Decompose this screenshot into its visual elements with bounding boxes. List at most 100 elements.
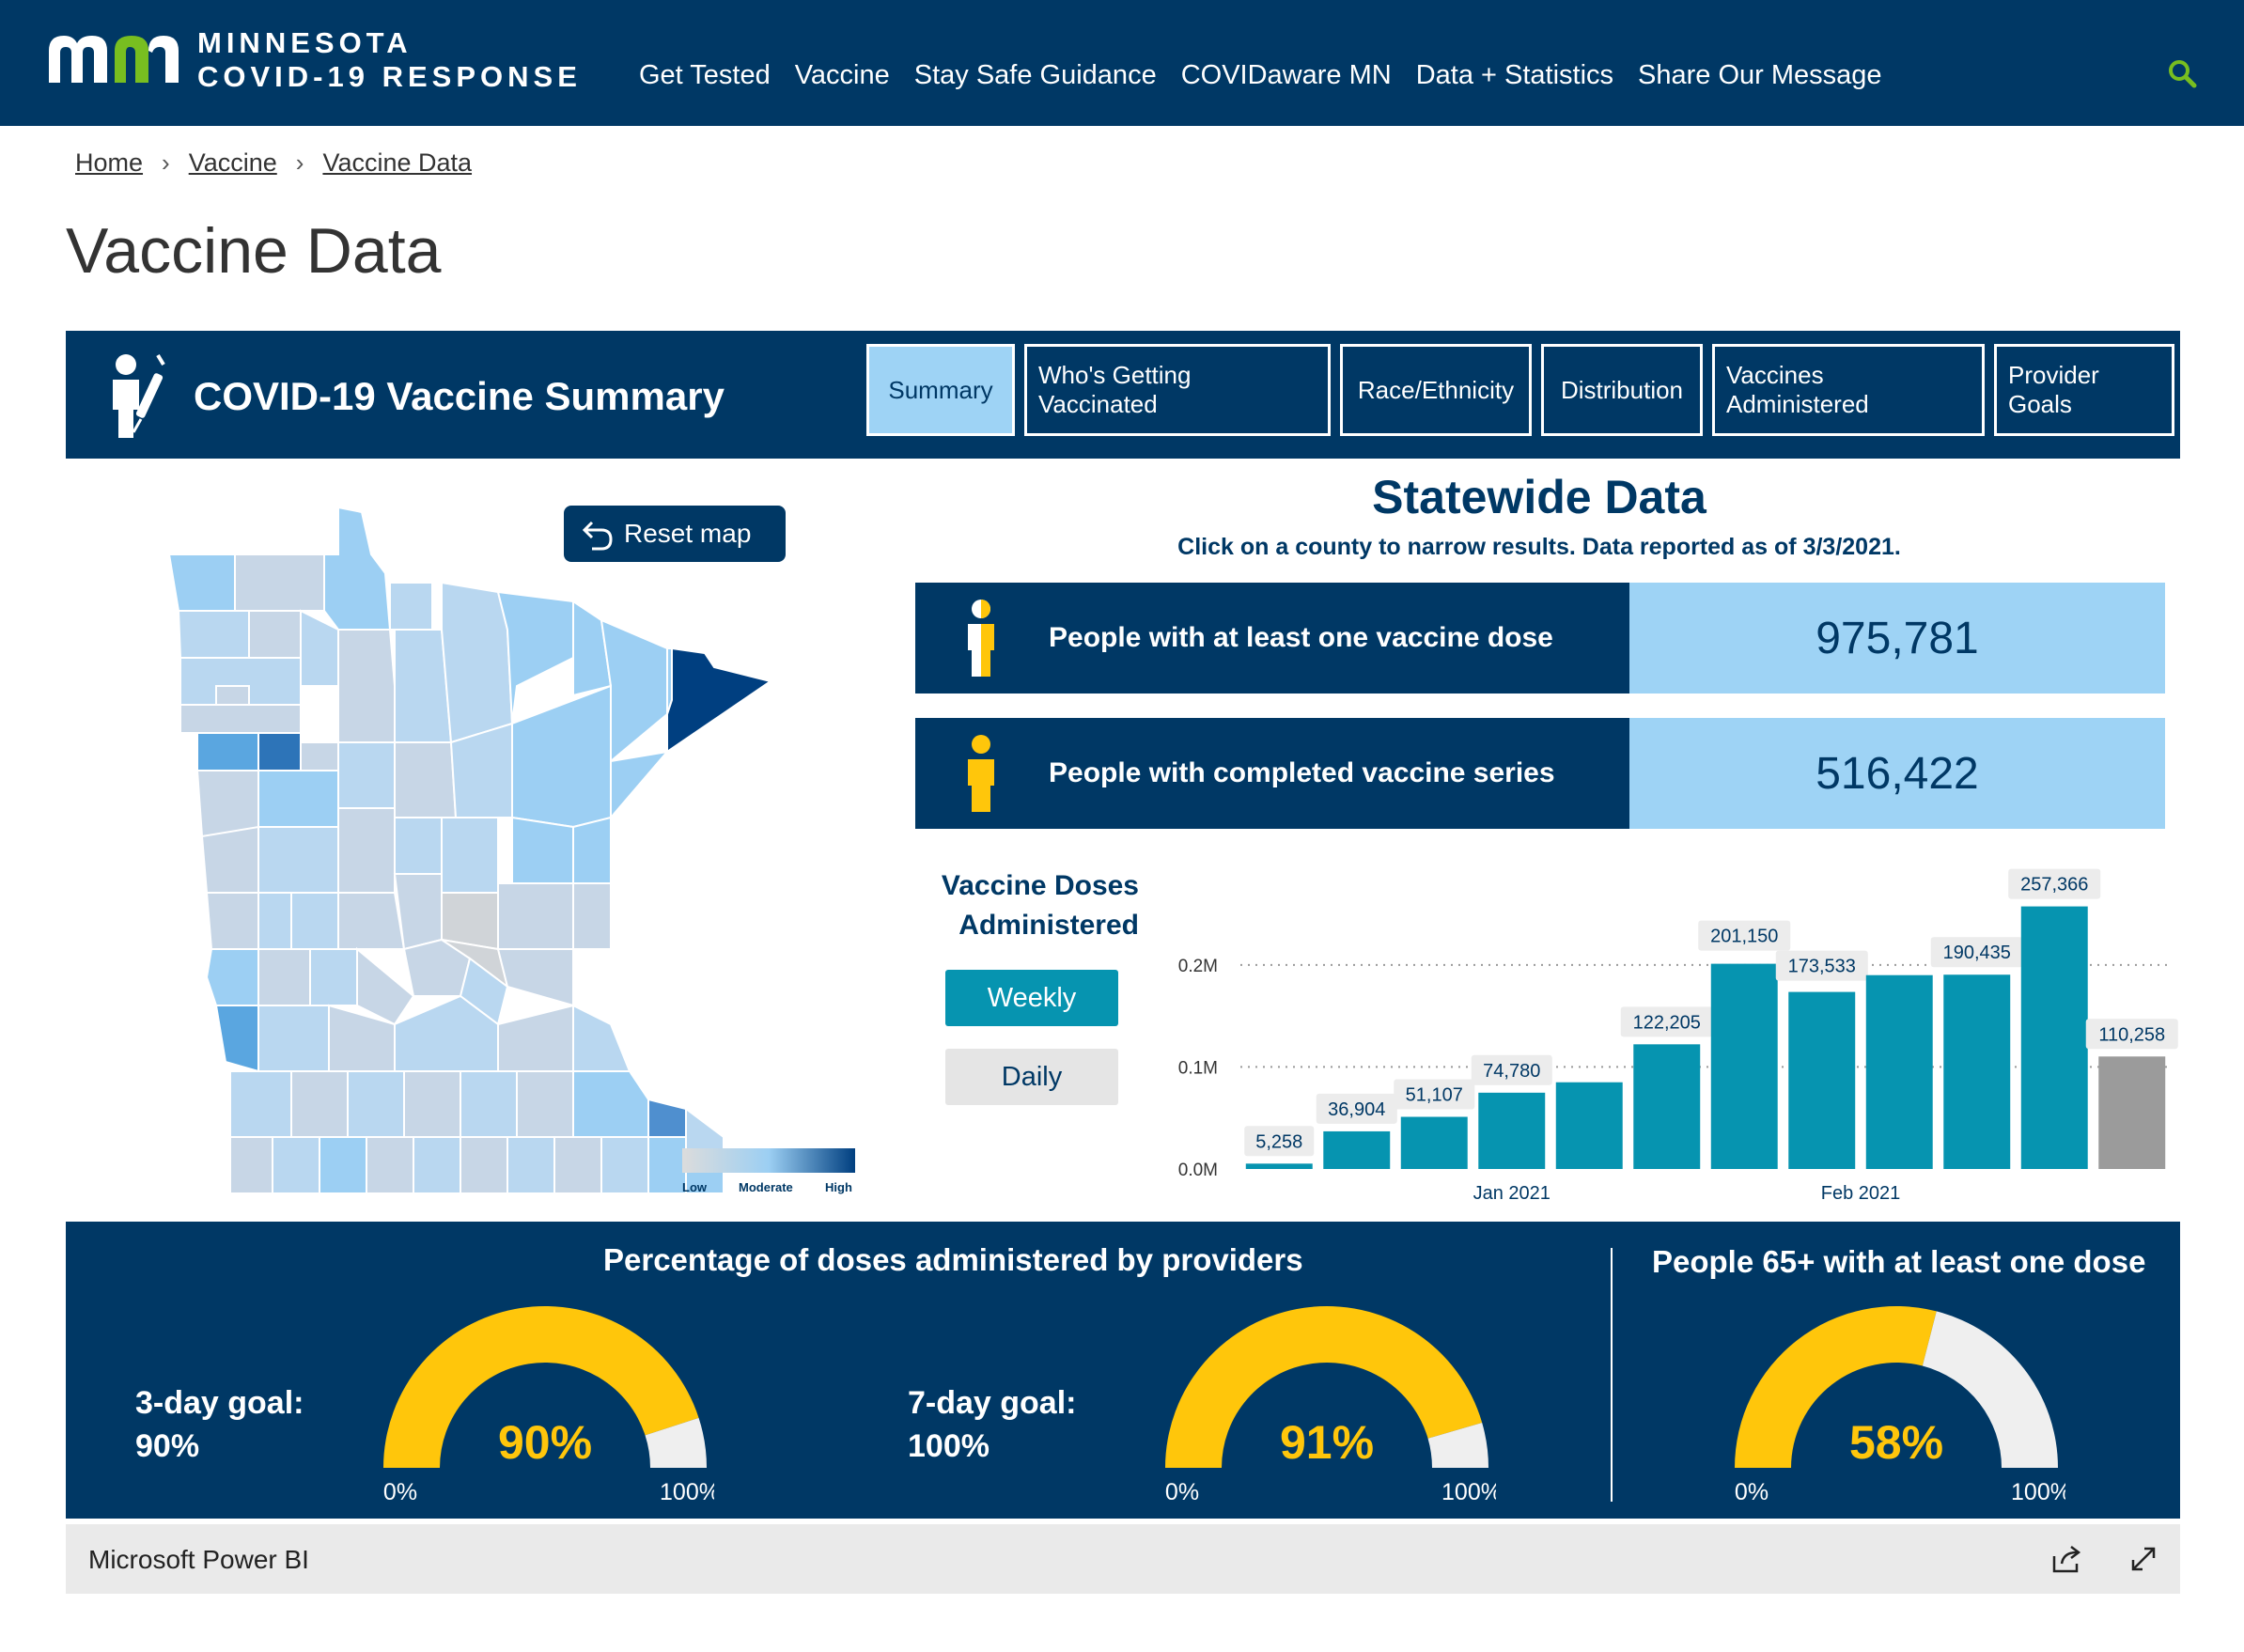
gauge-remainder — [645, 1417, 707, 1468]
providers-title: Percentage of doses administered by prov… — [603, 1242, 1303, 1277]
data-label-bg — [1620, 1006, 1713, 1037]
doses-title: Vaccine Doses Administered — [921, 866, 1139, 945]
legend-high: High — [825, 1180, 852, 1194]
undo-arrow-icon — [582, 521, 613, 551]
y-tick-label: 0.1M — [1178, 1058, 1218, 1078]
bar[interactable] — [1943, 974, 2011, 1169]
tab-distribution[interactable]: Distribution — [1541, 344, 1703, 436]
breadcrumb-vaccine[interactable]: Vaccine — [188, 148, 277, 177]
gauge-max-label: 100% — [1441, 1479, 1496, 1504]
bar[interactable] — [1555, 1082, 1623, 1169]
bar[interactable] — [1478, 1092, 1546, 1169]
minnesota-county-map[interactable] — [160, 498, 874, 1203]
page-title: Vaccine Data — [66, 215, 442, 287]
daily-button[interactable]: Daily — [945, 1049, 1118, 1105]
bar[interactable] — [1323, 1130, 1391, 1169]
powerbi-footer: Microsoft Power BI — [66, 1524, 2180, 1594]
data-label: 173,533 — [1788, 957, 1856, 977]
data-label-bg — [1394, 1079, 1475, 1110]
main-nav: Get Tested Vaccine Stay Safe Guidance CO… — [639, 60, 1882, 91]
statewide-subtitle: Click on a county to narrow results. Dat… — [1177, 534, 1901, 560]
bar[interactable] — [1633, 1044, 1701, 1169]
kpi-label-box: People with at least one vaccine dose — [915, 583, 1629, 694]
gauge-value: 58% — [1849, 1416, 1943, 1469]
kpi-at-least-one-dose[interactable]: People with at least one vaccine dose 97… — [915, 583, 2165, 694]
tab-race-ethnicity[interactable]: Race/Ethnicity — [1340, 344, 1532, 436]
goal3-line2: 90% — [135, 1428, 200, 1464]
site-header: MINNESOTA COVID-19 RESPONSE Get Tested V… — [0, 0, 2244, 126]
gauge-min-label: 0% — [383, 1479, 417, 1504]
kpi2-value: 516,422 — [1629, 718, 2165, 829]
data-label: 74,780 — [1483, 1061, 1540, 1082]
tab-vaccines-administered[interactable]: Vaccines Administered — [1712, 344, 1985, 436]
tab-summary[interactable]: Summary — [866, 344, 1015, 436]
gauge-value: 91% — [1280, 1416, 1374, 1469]
tab-whos-getting-vaccinated[interactable]: Who's Getting Vaccinated — [1024, 344, 1331, 436]
tab-provider-goals[interactable]: Provider Goals — [1994, 344, 2174, 436]
data-label-bg — [1471, 1054, 1552, 1085]
person-icon — [968, 735, 994, 812]
bar[interactable] — [1245, 1163, 1313, 1169]
bar[interactable] — [2098, 1056, 2166, 1169]
goal3-line1: 3-day goal: — [135, 1385, 304, 1421]
dashboard-header: COVID-19 Vaccine Summary Summary Who's G… — [66, 331, 2180, 459]
data-label: 257,366 — [2020, 875, 2088, 896]
kpi-completed-series[interactable]: People with completed vaccine series 516… — [915, 718, 2165, 829]
site-logo-text[interactable]: MINNESOTA COVID-19 RESPONSE — [197, 26, 582, 94]
bar[interactable] — [1400, 1116, 1468, 1169]
kpi2-label: People with completed vaccine series — [1049, 757, 1555, 788]
goals-panel: Percentage of doses administered by prov… — [66, 1222, 2180, 1519]
goal-7-day: 7-day goal: 100% — [908, 1381, 1076, 1468]
chevron-right-icon: › — [295, 148, 304, 177]
statewide-title: Statewide Data — [1372, 471, 1706, 523]
bar[interactable] — [1788, 991, 1856, 1169]
gauge-65plus: 58% 0% 100% — [1735, 1306, 2065, 1504]
nav-stay-safe-guidance[interactable]: Stay Safe Guidance — [913, 60, 1157, 90]
powerbi-label[interactable]: Microsoft Power BI — [88, 1545, 309, 1574]
vaccine-person-icon — [113, 353, 165, 438]
map-legend-gradient — [682, 1148, 855, 1173]
data-label-bg — [2008, 868, 2101, 899]
legend-low: Low — [682, 1180, 707, 1194]
gauge-remainder — [1922, 1311, 2058, 1468]
bar[interactable] — [1865, 974, 1933, 1169]
people65-title: People 65+ with at least one dose — [1652, 1244, 2146, 1279]
doses-title-line1: Vaccine Doses — [941, 870, 1139, 901]
y-tick-label: 0.2M — [1178, 957, 1218, 976]
data-label-bg — [2085, 1019, 2178, 1050]
mn-logo-icon[interactable] — [43, 28, 184, 88]
gauge-max-label: 100% — [2011, 1479, 2065, 1504]
data-label: 122,205 — [1633, 1012, 1701, 1033]
breadcrumb-vaccine-data[interactable]: Vaccine Data — [322, 148, 473, 177]
gauge-7-day: 91% 0% 100% — [1165, 1306, 1496, 1504]
nav-share-our-message[interactable]: Share Our Message — [1638, 60, 1882, 90]
data-label-bg — [1930, 937, 2023, 968]
gauge-max-label: 100% — [660, 1479, 714, 1504]
goal7-line2: 100% — [908, 1428, 990, 1464]
gauge-fill — [383, 1306, 699, 1468]
data-label: 190,435 — [1943, 943, 2011, 963]
legend-moderate: Moderate — [739, 1180, 793, 1194]
nav-data-statistics[interactable]: Data + Statistics — [1415, 60, 1614, 90]
nav-get-tested[interactable]: Get Tested — [639, 60, 771, 90]
half-person-icon — [968, 600, 994, 677]
bar[interactable] — [2020, 906, 2088, 1169]
share-icon[interactable] — [2050, 1543, 2084, 1575]
data-label-bg — [1775, 950, 1868, 981]
nav-vaccine[interactable]: Vaccine — [794, 60, 890, 90]
weekly-button[interactable]: Weekly — [945, 970, 1118, 1026]
panel-divider — [1611, 1248, 1613, 1502]
bar[interactable] — [1710, 963, 1778, 1169]
breadcrumb-home[interactable]: Home — [75, 148, 144, 177]
reset-map-button[interactable]: Reset map — [564, 506, 786, 562]
data-label-bg — [1698, 920, 1791, 951]
data-label-bg — [1316, 1093, 1397, 1124]
goal-3-day: 3-day goal: 90% — [135, 1381, 304, 1468]
nav-covidaware-mn[interactable]: COVIDaware MN — [1180, 60, 1392, 90]
search-icon[interactable] — [2167, 58, 2197, 88]
y-tick-label: 0.0M — [1178, 1161, 1218, 1180]
reset-map-label: Reset map — [624, 519, 752, 548]
dashboard-tabs: Summary Who's Getting Vaccinated Race/Et… — [866, 344, 2174, 436]
expand-icon[interactable] — [2127, 1543, 2159, 1575]
gauge-min-label: 0% — [1165, 1479, 1199, 1504]
